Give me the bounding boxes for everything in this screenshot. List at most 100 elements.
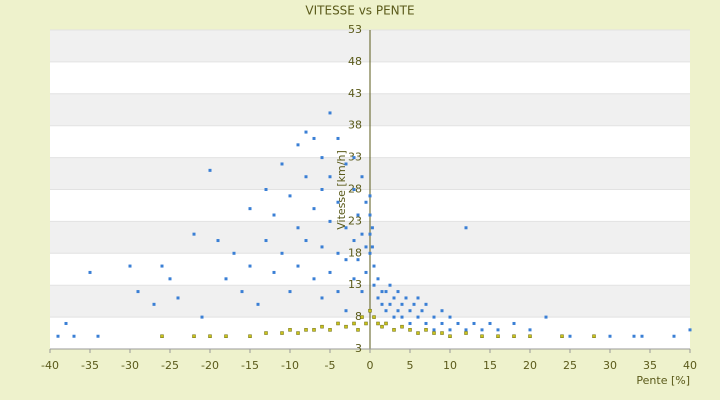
y-tick-label: 13 xyxy=(348,278,362,291)
point xyxy=(440,331,444,335)
point xyxy=(360,232,364,236)
point xyxy=(344,309,348,313)
point xyxy=(424,328,428,332)
point xyxy=(608,334,612,338)
point xyxy=(512,334,516,338)
x-tick-label: 0 xyxy=(367,359,374,372)
point xyxy=(384,290,388,294)
point xyxy=(248,264,252,268)
point xyxy=(364,321,368,326)
point xyxy=(72,334,76,338)
point xyxy=(192,232,196,236)
point xyxy=(320,296,324,300)
point xyxy=(456,321,460,325)
point xyxy=(392,315,396,319)
point xyxy=(296,143,300,147)
point xyxy=(364,200,368,204)
point xyxy=(336,136,340,140)
point xyxy=(256,302,260,306)
x-tick-label: -40 xyxy=(41,359,59,372)
y-tick-label: 18 xyxy=(348,246,362,259)
point xyxy=(288,328,292,332)
point xyxy=(328,328,332,332)
point xyxy=(368,251,372,255)
point xyxy=(336,200,340,204)
point xyxy=(356,213,360,217)
point xyxy=(352,239,356,243)
point xyxy=(408,328,412,332)
point xyxy=(312,136,316,140)
point xyxy=(376,296,380,300)
point xyxy=(168,277,172,281)
point xyxy=(448,315,452,319)
x-axis-label: Pente [%] xyxy=(636,374,690,387)
point xyxy=(372,315,376,319)
point xyxy=(344,226,348,230)
point xyxy=(208,334,212,338)
point xyxy=(396,309,400,313)
point xyxy=(396,290,400,294)
point xyxy=(304,328,308,332)
x-tick-label: -15 xyxy=(241,359,259,372)
point xyxy=(496,328,500,332)
point xyxy=(372,283,376,287)
point xyxy=(388,283,392,287)
point xyxy=(344,324,348,329)
point xyxy=(384,321,388,326)
chart-title: VITESSE vs PENTE xyxy=(305,4,414,18)
point xyxy=(560,334,564,338)
point xyxy=(368,194,372,198)
point xyxy=(336,321,340,326)
point xyxy=(368,213,372,217)
point xyxy=(384,309,388,313)
point xyxy=(280,331,284,335)
point xyxy=(328,175,332,179)
point xyxy=(232,251,236,255)
point xyxy=(304,175,308,179)
point xyxy=(360,175,364,179)
point xyxy=(464,331,468,335)
point xyxy=(408,309,412,313)
point xyxy=(288,194,292,198)
x-tick-label: 15 xyxy=(483,359,497,372)
point xyxy=(160,264,164,268)
x-tick-label: 40 xyxy=(683,359,697,372)
point xyxy=(320,245,324,249)
point xyxy=(264,239,268,243)
point xyxy=(368,232,372,236)
point xyxy=(376,321,380,326)
point xyxy=(480,328,484,332)
point xyxy=(400,302,404,306)
point xyxy=(356,328,360,332)
point xyxy=(320,188,324,191)
x-tick-label: -25 xyxy=(161,359,179,372)
point xyxy=(56,334,60,338)
y-tick-label: 48 xyxy=(348,55,362,68)
point xyxy=(416,331,420,335)
point xyxy=(632,334,636,338)
x-tick-label: 25 xyxy=(563,359,577,372)
y-tick-label: 3 xyxy=(355,342,362,355)
point xyxy=(328,270,332,274)
point xyxy=(320,324,324,329)
point xyxy=(528,334,532,338)
point xyxy=(464,328,468,332)
point xyxy=(312,328,316,332)
point xyxy=(412,302,416,306)
y-tick-label: 8 xyxy=(355,310,362,323)
point xyxy=(376,277,380,281)
point xyxy=(432,315,436,319)
y-tick-label: 38 xyxy=(348,119,362,132)
x-tick-label: -35 xyxy=(81,359,99,372)
point xyxy=(380,290,384,294)
point xyxy=(380,324,384,329)
point xyxy=(480,334,484,338)
point xyxy=(272,213,276,217)
point xyxy=(448,328,452,332)
point xyxy=(688,328,692,332)
point xyxy=(64,321,68,325)
point xyxy=(380,302,384,306)
point xyxy=(424,302,428,306)
x-tick-label: 10 xyxy=(443,359,457,372)
point xyxy=(320,156,324,160)
